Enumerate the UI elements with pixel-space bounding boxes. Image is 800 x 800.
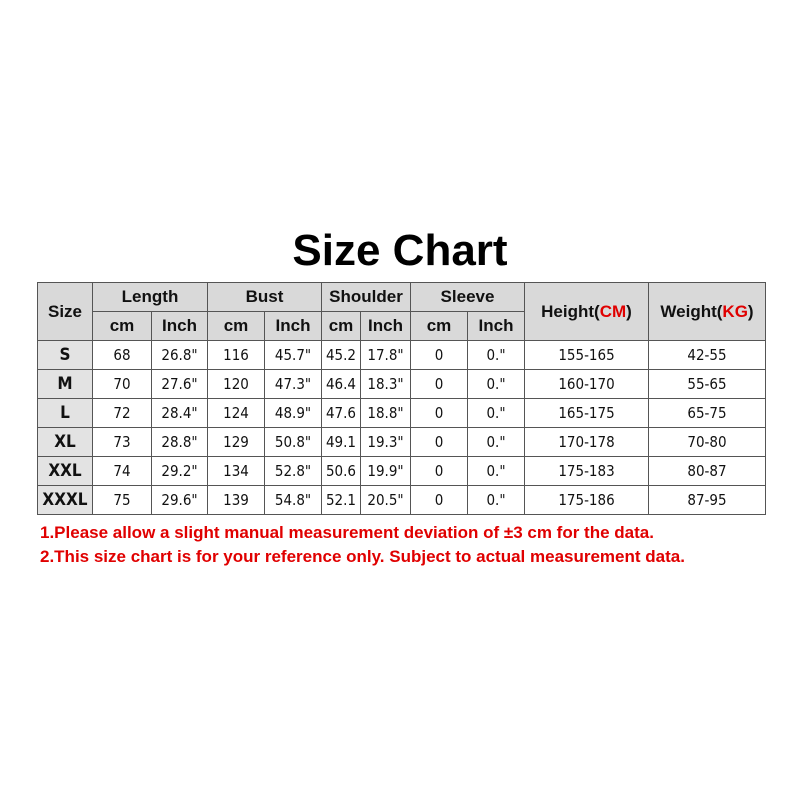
table-cell: 19.3" bbox=[360, 427, 411, 457]
table-cell: 49.1 bbox=[321, 427, 361, 457]
table-cell: 0 bbox=[410, 398, 468, 428]
shoulder-header: Shoulder bbox=[321, 282, 411, 312]
table-cell: 18.3" bbox=[360, 369, 411, 399]
table-cell: 0 bbox=[410, 485, 468, 515]
height-header: Height(CM) bbox=[524, 282, 649, 341]
table-cell: 68 bbox=[92, 340, 152, 370]
table-cell: 80-87 bbox=[648, 456, 766, 486]
table-cell: 116 bbox=[207, 340, 265, 370]
cm-subheader: cm bbox=[92, 311, 152, 341]
size-cell: XL bbox=[37, 427, 93, 457]
table-cell: 160-170 bbox=[524, 369, 649, 399]
table-row: XXXL 75 29.6" 139 54.8" 52.1 20.5" 0 0." 175-186 8… bbox=[37, 485, 766, 515]
inch-subheader: Inch bbox=[264, 311, 322, 341]
table-cell: 27.6" bbox=[151, 369, 208, 399]
note-1: 1.Please allow a slight manual measureme… bbox=[40, 523, 654, 542]
table-cell: 28.4" bbox=[151, 398, 208, 428]
table-cell: 0." bbox=[467, 340, 525, 370]
cm-subheader: cm bbox=[321, 311, 361, 341]
weight-header: Weight(KG) bbox=[648, 282, 766, 341]
size-cell: M bbox=[37, 369, 93, 399]
table-cell: 47.6 bbox=[321, 398, 361, 428]
size-cell: S bbox=[37, 340, 93, 370]
table-cell: 48.9" bbox=[264, 398, 322, 428]
table-cell: 18.8" bbox=[360, 398, 411, 428]
size-header: Size bbox=[37, 282, 93, 341]
table-cell: 54.8" bbox=[264, 485, 322, 515]
table-cell: 0." bbox=[467, 485, 525, 515]
table-row: XL 73 28.8" 129 50.8" 49.1 19.3" 0 0." 170-178 70-… bbox=[37, 427, 766, 457]
length-header: Length bbox=[92, 282, 208, 312]
table-cell: 0." bbox=[467, 456, 525, 486]
bust-header: Bust bbox=[207, 282, 322, 312]
table-cell: 175-186 bbox=[524, 485, 649, 515]
table-cell: 70-80 bbox=[648, 427, 766, 457]
table-cell: 170-178 bbox=[524, 427, 649, 457]
table-cell: 65-75 bbox=[648, 398, 766, 428]
table-cell: 0 bbox=[410, 427, 468, 457]
sleeve-header: Sleeve bbox=[410, 282, 525, 312]
inch-subheader: Inch bbox=[151, 311, 208, 341]
table-cell: 29.6" bbox=[151, 485, 208, 515]
table-cell: 52.8" bbox=[264, 456, 322, 486]
table-cell: 50.8" bbox=[264, 427, 322, 457]
table-cell: 0." bbox=[467, 369, 525, 399]
table-cell: 73 bbox=[92, 427, 152, 457]
table-cell: 87-95 bbox=[648, 485, 766, 515]
table-cell: 129 bbox=[207, 427, 265, 457]
table-row: M 70 27.6" 120 47.3" 46.4 18.3" 0 0." 160-170 55-6… bbox=[37, 369, 766, 399]
table-cell: 29.2" bbox=[151, 456, 208, 486]
note-2: 2.This size chart is for your reference … bbox=[40, 547, 685, 566]
table-cell: 0 bbox=[410, 340, 468, 370]
table-cell: 20.5" bbox=[360, 485, 411, 515]
cm-subheader: cm bbox=[410, 311, 468, 341]
table-cell: 28.8" bbox=[151, 427, 208, 457]
table-cell: 74 bbox=[92, 456, 152, 486]
inch-subheader: Inch bbox=[360, 311, 411, 341]
size-table: Size Length Bust Shoulder Sleeve Height(… bbox=[37, 282, 766, 515]
table-cell: 50.6 bbox=[321, 456, 361, 486]
table-cell: 0." bbox=[467, 398, 525, 428]
table-cell: 19.9" bbox=[360, 456, 411, 486]
table-cell: 0 bbox=[410, 369, 468, 399]
page-title: Size Chart bbox=[292, 226, 508, 275]
table-cell: 72 bbox=[92, 398, 152, 428]
cm-subheader: cm bbox=[207, 311, 265, 341]
size-cell: L bbox=[37, 398, 93, 428]
table-row: XXL 74 29.2" 134 52.8" 50.6 19.9" 0 0." 175-183 80… bbox=[37, 456, 766, 486]
table-cell: 139 bbox=[207, 485, 265, 515]
table-cell: 0." bbox=[467, 427, 525, 457]
table-cell: 52.1 bbox=[321, 485, 361, 515]
table-cell: 75 bbox=[92, 485, 152, 515]
table-cell: 45.7" bbox=[264, 340, 322, 370]
size-cell: XXL bbox=[37, 456, 93, 486]
table-cell: 134 bbox=[207, 456, 265, 486]
table-cell: 45.2 bbox=[321, 340, 361, 370]
table-row: S 68 26.8" 116 45.7" 45.2 17.8" 0 0." 155-165 42-5… bbox=[37, 340, 766, 370]
table-cell: 42-55 bbox=[648, 340, 766, 370]
table-cell: 46.4 bbox=[321, 369, 361, 399]
table-cell: 175-183 bbox=[524, 456, 649, 486]
table-cell: 0 bbox=[410, 456, 468, 486]
table-row: L 72 28.4" 124 48.9" 47.6 18.8" 0 0." 165-175 65-7… bbox=[37, 398, 766, 428]
table-cell: 155-165 bbox=[524, 340, 649, 370]
table-cell: 55-65 bbox=[648, 369, 766, 399]
table-cell: 165-175 bbox=[524, 398, 649, 428]
table-cell: 120 bbox=[207, 369, 265, 399]
table-cell: 47.3" bbox=[264, 369, 322, 399]
table-cell: 17.8" bbox=[360, 340, 411, 370]
size-cell: XXXL bbox=[37, 485, 93, 515]
inch-subheader: Inch bbox=[467, 311, 525, 341]
table-cell: 70 bbox=[92, 369, 152, 399]
table-cell: 124 bbox=[207, 398, 265, 428]
table-cell: 26.8" bbox=[151, 340, 208, 370]
